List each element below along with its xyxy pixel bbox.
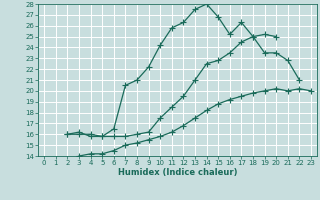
X-axis label: Humidex (Indice chaleur): Humidex (Indice chaleur) xyxy=(118,168,237,177)
